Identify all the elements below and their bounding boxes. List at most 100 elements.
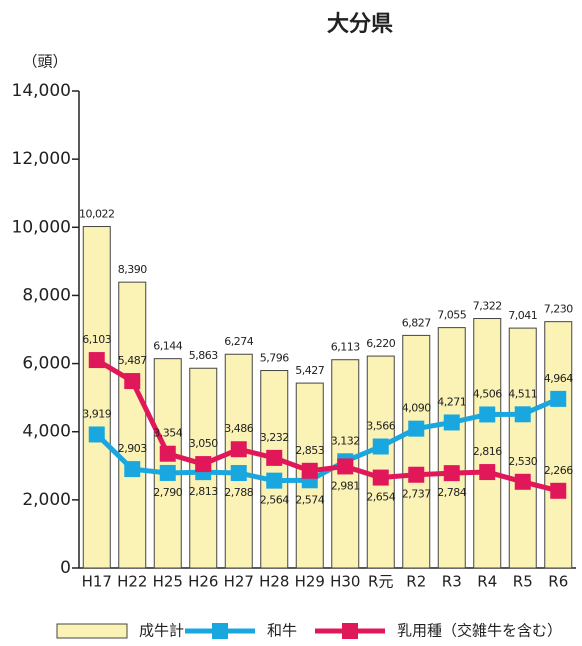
x-tick-label: H29 [295, 573, 325, 591]
bar [473, 318, 502, 569]
marker [550, 390, 567, 407]
line-value-label: 2,784 [437, 486, 466, 499]
line-value-label: 2,790 [153, 486, 182, 499]
marker [372, 469, 389, 486]
legend-label: 乳用種（交雑牛を含む） [397, 622, 562, 640]
marker [514, 473, 531, 490]
bar [402, 334, 431, 569]
line-value-label: 4,964 [544, 372, 573, 385]
bar-value-label: 10,022 [79, 208, 115, 221]
marker [230, 441, 247, 458]
bar-value-label: 7,055 [437, 309, 466, 322]
legend-label: 成牛計 [139, 622, 184, 640]
line-value-label: 3,132 [331, 434, 360, 447]
line-value-label: 2,788 [224, 486, 253, 499]
line-value-label: 3,354 [153, 427, 182, 440]
marker [514, 406, 531, 423]
x-tick-label: H25 [153, 573, 183, 591]
bar [508, 327, 537, 569]
line-value-label: 2,564 [260, 494, 289, 507]
marker [372, 438, 389, 455]
marker [479, 406, 496, 423]
y-tick-label: 12,000 [12, 149, 71, 169]
x-tick-label: H27 [224, 573, 254, 591]
line-value-label: 3,050 [189, 437, 218, 450]
line-value-label: 5,487 [118, 354, 147, 367]
line-value-label: 2,813 [189, 485, 218, 498]
marker [266, 472, 283, 489]
marker [443, 414, 460, 431]
marker [408, 420, 425, 437]
x-tick-label: R3 [442, 573, 462, 591]
y-tick-label: 8,000 [22, 285, 71, 305]
y-tick-label: 14,000 [12, 81, 71, 101]
marker [88, 352, 105, 369]
bar-value-label: 5,796 [260, 352, 289, 365]
line-value-label: 2,530 [508, 455, 537, 468]
bar-value-label: 6,144 [153, 340, 182, 353]
bar-value-label: 7,230 [544, 303, 573, 316]
line-value-label: 3,232 [260, 431, 289, 444]
marker [124, 373, 141, 390]
marker [230, 465, 247, 482]
x-tick-label: R5 [513, 573, 533, 591]
line-value-label: 3,486 [224, 422, 253, 435]
x-tick-label: R4 [477, 573, 497, 591]
marker [124, 461, 141, 478]
marker [88, 426, 105, 443]
line-value-label: 2,903 [118, 442, 147, 455]
x-tick-label: H30 [330, 573, 360, 591]
bar [260, 370, 289, 569]
legend-swatch [342, 623, 358, 639]
line-value-label: 3,566 [366, 420, 395, 433]
marker [301, 462, 318, 479]
y-axis-label: （頭） [22, 53, 67, 71]
line-value-label: 2,574 [295, 493, 324, 506]
marker [337, 458, 354, 475]
x-tick-label: H17 [82, 573, 112, 591]
marker [550, 482, 567, 499]
bar-value-label: 7,041 [508, 309, 537, 322]
bar [153, 358, 182, 569]
bar-value-label: 7,322 [473, 300, 502, 313]
line-value-label: 2,981 [331, 479, 360, 492]
x-tick-label: R6 [548, 573, 568, 591]
bar-value-label: 5,427 [295, 364, 324, 377]
line-value-label: 4,090 [402, 402, 431, 415]
bar-value-label: 6,113 [331, 341, 360, 354]
line-value-label: 4,511 [508, 387, 537, 400]
marker [159, 445, 176, 462]
x-tick-label: R元 [368, 573, 393, 591]
bar [118, 281, 147, 569]
marker [443, 465, 460, 482]
marker [266, 449, 283, 466]
line-value-label: 6,103 [82, 333, 111, 346]
legend-swatch [212, 623, 228, 639]
y-tick-label: 2,000 [22, 490, 71, 510]
bar [224, 353, 253, 569]
bar-value-label: 5,863 [189, 349, 218, 362]
x-tick-label: R2 [406, 573, 426, 591]
bar [544, 321, 573, 569]
x-tick-label: H22 [117, 573, 147, 591]
marker [408, 466, 425, 483]
bar [437, 327, 466, 569]
line-value-label: 4,271 [437, 395, 466, 408]
bar-value-label: 6,827 [402, 316, 431, 329]
legend-swatch [56, 623, 128, 639]
line-value-label: 4,506 [473, 387, 502, 400]
marker [479, 464, 496, 481]
line-value-label: 2,654 [366, 491, 395, 504]
legend-label: 和牛 [267, 622, 297, 640]
x-tick-label: H26 [188, 573, 218, 591]
marker [195, 456, 212, 473]
line-value-label: 2,266 [544, 464, 573, 477]
y-tick-label: 6,000 [22, 354, 71, 374]
line-value-label: 2,816 [473, 445, 502, 458]
line-value-label: 2,853 [295, 444, 324, 457]
line-value-label: 3,919 [82, 407, 111, 420]
bar [366, 355, 395, 569]
y-tick-label: 10,000 [12, 217, 71, 237]
line-value-label: 2,737 [402, 488, 431, 501]
